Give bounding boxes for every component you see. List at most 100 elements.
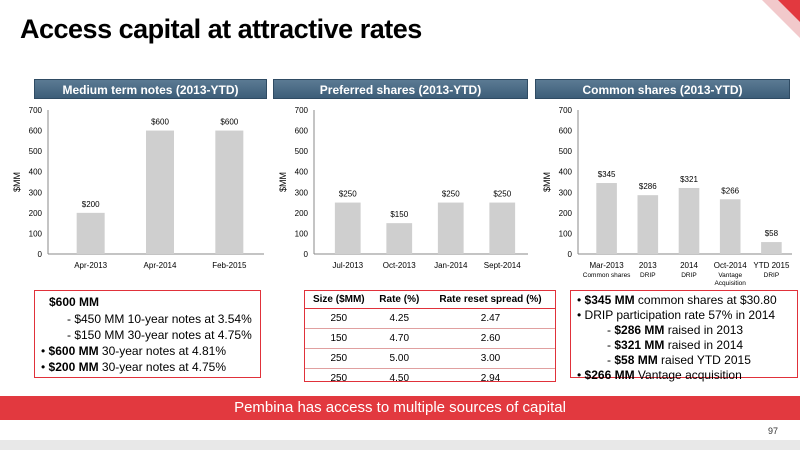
- data-label: $321: [680, 175, 698, 184]
- chart-preferred: $MM 0 100 200 300 400 500 600 700 $250 Jul-2013 $15…: [276, 100, 534, 280]
- y-tick-label: 500: [295, 147, 309, 156]
- data-label: $345: [598, 170, 616, 179]
- y-axis-label: $MM: [542, 172, 552, 192]
- x-tick-label: Oct-2014: [714, 261, 747, 270]
- y-tick-label: 100: [559, 229, 573, 238]
- table-header-rate: Rate (%): [372, 291, 426, 309]
- mtn-summary-sub-2: - $150 MM 30-year notes at 4.75%: [67, 328, 252, 342]
- data-label: $250: [442, 190, 460, 199]
- table-cell: 2.47: [426, 308, 555, 329]
- data-label: $250: [493, 190, 511, 199]
- common-bullet-1: • $345 MM common shares at $30.80: [577, 293, 777, 307]
- common-summary-box: • $345 MM common shares at $30.80 • DRIP…: [570, 290, 798, 382]
- y-tick-label: 300: [29, 188, 43, 197]
- y-tick-label: 400: [559, 168, 573, 177]
- table-row: 250 5.00 3.00: [305, 348, 555, 369]
- chart-svg-mtn: $MM 0 100 200 300 400 500 600 700 $200 Apr-2013 $60…: [12, 106, 264, 270]
- data-label: $286: [639, 182, 657, 191]
- bar: [596, 183, 617, 254]
- x-tick-sublabel: DRIP: [640, 272, 656, 279]
- y-tick-label: 600: [29, 127, 43, 136]
- y-tick-label: 100: [295, 229, 309, 238]
- data-label: $250: [339, 190, 357, 199]
- mtn-summary-bullet-2: • $200 MM 30-year notes at 4.75%: [41, 360, 226, 374]
- y-tick-label: 200: [295, 209, 309, 218]
- chart-svg-preferred: $MM 0 100 200 300 400 500 600 700 $250 Jul-2013 $15…: [278, 106, 528, 270]
- table-row: 250 4.50 2.94: [305, 369, 555, 389]
- table-cell: 250: [305, 308, 373, 329]
- x-tick-label: Oct-2013: [383, 261, 416, 270]
- banner: Pembina has access to multiple sources o…: [0, 396, 800, 420]
- y-tick-label: 400: [295, 168, 309, 177]
- x-tick-label: Sept-2014: [484, 261, 521, 270]
- table-row: 150 4.70 2.60: [305, 328, 555, 349]
- table-cell: 2.94: [480, 373, 501, 384]
- y-tick-label: 300: [559, 188, 573, 197]
- table-cell: 250: [305, 348, 373, 369]
- mtn-summary-bullet-1: • $600 MM 30-year notes at 4.81%: [41, 344, 226, 358]
- common-sub-2: - $321 MM raised in 2014: [607, 338, 744, 352]
- common-sub-1: - $286 MM raised in 2013: [607, 323, 744, 337]
- page-title: Access capital at attractive rates: [20, 14, 422, 44]
- x-tick-label: Jul-2013: [332, 261, 363, 270]
- x-tick-sublabel: DRIP: [764, 272, 780, 279]
- x-tick-label: YTD 2015: [753, 261, 790, 270]
- common-bullet-2: • DRIP participation rate 57% in 2014: [577, 308, 776, 322]
- x-tick-sublabel: Common shares: [583, 272, 631, 279]
- y-tick-label: 400: [29, 168, 43, 177]
- bar: [215, 130, 244, 254]
- x-tick-label: 2013: [639, 261, 657, 270]
- mtn-summary-sub-1: - $450 MM 10-year notes at 3.54%: [67, 312, 252, 326]
- y-tick-label: 600: [295, 127, 309, 136]
- x-tick-label: Mar-2013: [589, 261, 624, 270]
- y-tick-label: 600: [559, 127, 573, 136]
- table-header-spread: Rate reset spread (%): [426, 291, 555, 309]
- chart-svg-common: $MM 0 100 200 300 400 500 600 700 $345 Mar-2013 Com…: [542, 106, 792, 287]
- table-cell: 4.50: [389, 373, 410, 384]
- table-cell: 2.60: [426, 328, 555, 349]
- data-label: $200: [82, 200, 100, 209]
- table-cell: 4.25: [372, 308, 426, 329]
- mtn-summary-box: $600 MM - $450 MM 10-year notes at 3.54%…: [34, 290, 261, 378]
- data-label: $150: [390, 210, 408, 219]
- bar: [719, 199, 741, 254]
- x-tick-label: Feb-2015: [212, 261, 247, 270]
- x-tick-label: 2014: [680, 261, 698, 270]
- table-cell: 3.00: [426, 348, 555, 369]
- x-tick-label: Jan-2014: [434, 261, 468, 270]
- chart-mtn: $MM 0 100 200 300 400 500 600 700 $200 Apr-2013 $60…: [10, 100, 270, 280]
- y-tick-label: 300: [295, 188, 309, 197]
- y-tick-label: 500: [29, 147, 43, 156]
- panel-header-common: Common shares (2013-YTD): [535, 79, 790, 99]
- panel-header-preferred: Preferred shares (2013-YTD): [273, 79, 528, 99]
- y-tick-label: 700: [29, 106, 43, 115]
- table-cell: 5.00: [372, 348, 426, 369]
- y-tick-label: 200: [559, 209, 573, 218]
- bar: [761, 242, 782, 254]
- x-tick-sublabel: DRIP: [681, 272, 697, 279]
- y-axis-label: $MM: [12, 172, 22, 192]
- y-tick-label: 700: [295, 106, 309, 115]
- y-tick-label: 700: [559, 106, 573, 115]
- table-cell: 4.70: [372, 328, 426, 349]
- preferred-table-box: Size ($MM) Rate (%) Rate reset spread (%…: [304, 290, 556, 384]
- bar: [334, 202, 361, 254]
- page-number: 97: [767, 426, 778, 436]
- y-tick-label: 0: [304, 250, 309, 259]
- table-cell: 150: [305, 328, 373, 349]
- footer-bar: [0, 440, 800, 450]
- table-row: 250 4.25 2.47: [305, 308, 555, 329]
- bar: [489, 202, 516, 254]
- data-label: $600: [220, 118, 238, 127]
- table-cell: 250: [330, 373, 348, 384]
- chart-common: $MM 0 100 200 300 400 500 600 700 $345 Mar-2013 Com…: [540, 100, 798, 287]
- x-tick-label: Apr-2013: [74, 261, 107, 270]
- y-tick-label: 200: [29, 209, 43, 218]
- y-tick-label: 500: [559, 147, 573, 156]
- x-tick-label: Apr-2014: [144, 261, 177, 270]
- corner-decoration: [762, 0, 800, 38]
- bar: [437, 202, 464, 254]
- y-tick-label: 100: [29, 229, 43, 238]
- data-label: $58: [765, 229, 779, 238]
- y-tick-label: 0: [38, 250, 43, 259]
